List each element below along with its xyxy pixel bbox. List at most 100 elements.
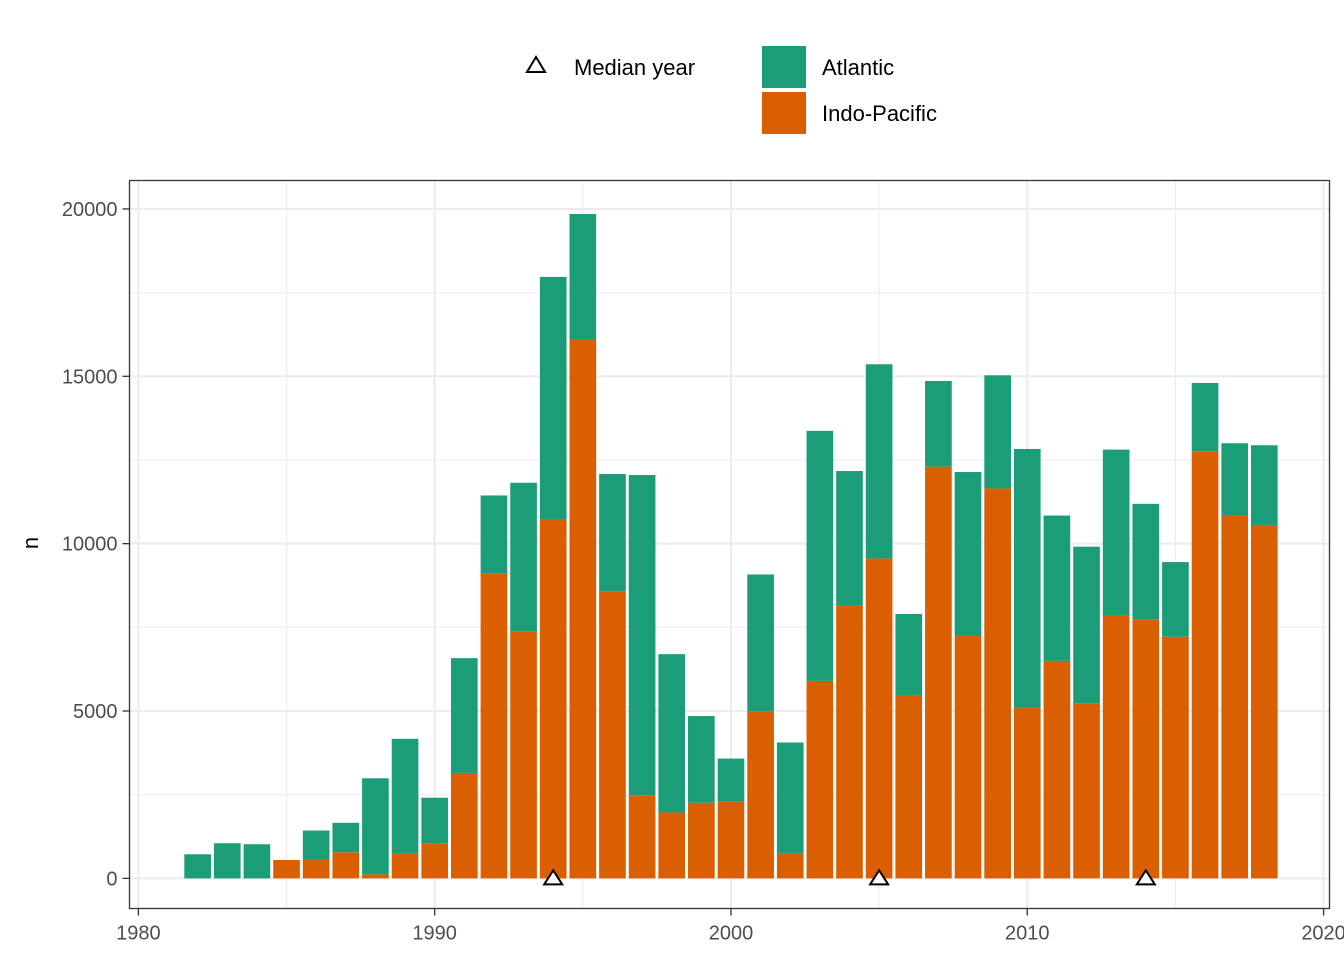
bar-indo-pacific-1993 [510,631,537,879]
legend-swatch-indo-pacific [762,92,806,134]
bar-atlantic-2004 [836,471,863,606]
bar-indo-pacific-2005 [865,558,893,879]
bar-atlantic-2017 [1221,443,1249,516]
median-year-marker-2014 [1134,868,1157,886]
bar-atlantic-2008 [954,472,982,637]
y-tick-label-0: 0 [106,868,117,890]
bar-atlantic-1997 [628,475,656,796]
median-markers [542,868,1157,886]
y-tick-label-10000: 10000 [62,534,118,556]
bar-indo-pacific-1996 [599,591,626,879]
bar-atlantic-1990 [421,797,449,844]
legend-item-median-year: Median year [525,55,695,80]
bar-indo-pacific-2001 [747,711,774,879]
x-tick-label-2000: 2000 [709,923,754,945]
bar-indo-pacific-1990 [421,843,449,879]
bar-indo-pacific-2007 [925,466,952,879]
bar-atlantic-1996 [599,474,626,592]
bar-atlantic-1998 [658,654,686,813]
bar-indo-pacific-1999 [688,802,715,879]
bar-atlantic-1987 [332,822,360,853]
legend-triangle-icon [525,55,547,73]
y-tick-label-5000: 5000 [73,701,118,723]
bar-atlantic-1986 [302,830,330,859]
bar-indo-pacific-2017 [1221,515,1249,879]
y-axis-title: n [18,537,43,549]
bar-atlantic-2009 [984,375,1011,489]
bar-atlantic-1982 [184,854,211,879]
bar-indo-pacific-1987 [332,852,360,879]
legend-swatch-atlantic [762,46,806,88]
x-tick-label-1990: 1990 [412,923,457,945]
bar-atlantic-1993 [510,482,537,632]
bar-indo-pacific-2015 [1162,636,1189,879]
bar-indo-pacific-2000 [717,801,745,879]
bar-atlantic-1989 [391,738,419,854]
bar-indo-pacific-1998 [658,812,686,879]
bar-indo-pacific-1988 [362,874,389,879]
median-year-marker-2005 [868,868,890,886]
bar-indo-pacific-1989 [391,853,419,879]
bar-indo-pacific-1995 [569,339,597,879]
bar-indo-pacific-2002 [776,853,804,879]
y-axis: 0 5000 10000 15000 20000 [62,199,130,890]
legend-item-atlantic: Atlantic [762,46,894,88]
legend-item-indo-pacific: Indo-Pacific [762,92,937,134]
legend-label-median-year: Median year [574,55,695,80]
bar-atlantic-1994 [539,276,567,520]
bar-atlantic-2013 [1102,449,1130,615]
x-tick-label-2020: 2020 [1301,923,1344,945]
panel-border [128,179,1331,910]
y-tick-label-15000: 15000 [62,366,118,388]
bar-atlantic-2003 [806,430,834,681]
bar-atlantic-2006 [895,613,923,695]
bar-atlantic-2018 [1250,445,1278,525]
bar-indo-pacific-1992 [480,573,508,879]
bar-indo-pacific-1997 [628,795,656,879]
bar-indo-pacific-1985 [273,859,300,879]
plot-panel [128,179,1331,910]
bar-atlantic-2014 [1132,503,1160,620]
bar-atlantic-1991 [450,658,478,773]
bar-indo-pacific-2011 [1043,660,1071,879]
bar-indo-pacific-2010 [1013,707,1041,879]
bar-atlantic-1995 [569,213,597,340]
bar-indo-pacific-2009 [984,488,1011,879]
x-tick-label-2010: 2010 [1005,923,1050,945]
x-axis: 1980 1990 2000 2010 2020 [116,908,1344,945]
bar-atlantic-2007 [925,380,952,467]
bar-indo-pacific-1991 [450,772,478,879]
bar-indo-pacific-2016 [1191,451,1219,879]
median-year-marker-1994 [542,868,565,886]
bar-indo-pacific-2004 [836,605,863,879]
bar-atlantic-2016 [1191,383,1219,452]
bar-atlantic-1988 [362,778,389,875]
bar-indo-pacific-1986 [302,858,330,879]
bar-atlantic-1992 [480,495,508,574]
bar-indo-pacific-2006 [895,694,923,879]
legend-label-indo-pacific: Indo-Pacific [822,101,937,126]
bar-atlantic-2015 [1162,562,1189,637]
bar-indo-pacific-2013 [1102,614,1130,879]
bar-indo-pacific-1994 [539,519,567,879]
bar-atlantic-1983 [213,843,241,879]
legend: Median year Atlantic Indo-Pacific [525,46,937,134]
bars [184,213,1278,879]
bar-atlantic-1999 [688,716,715,803]
legend-label-atlantic: Atlantic [822,55,894,80]
bar-atlantic-2000 [717,758,745,802]
bar-indo-pacific-2003 [806,680,834,879]
bar-atlantic-1984 [243,844,271,879]
bar-atlantic-2011 [1043,515,1071,661]
bar-atlantic-2005 [865,364,893,559]
bar-atlantic-2012 [1073,546,1100,704]
bar-indo-pacific-2008 [954,636,982,879]
bar-atlantic-2010 [1013,448,1041,708]
y-tick-label-20000: 20000 [62,199,118,221]
bar-indo-pacific-2012 [1073,703,1100,879]
bar-atlantic-2001 [747,574,774,712]
bar-indo-pacific-2018 [1250,524,1278,879]
bar-indo-pacific-2014 [1132,619,1160,879]
bar-atlantic-2002 [776,742,804,854]
x-tick-label-1980: 1980 [116,923,161,945]
